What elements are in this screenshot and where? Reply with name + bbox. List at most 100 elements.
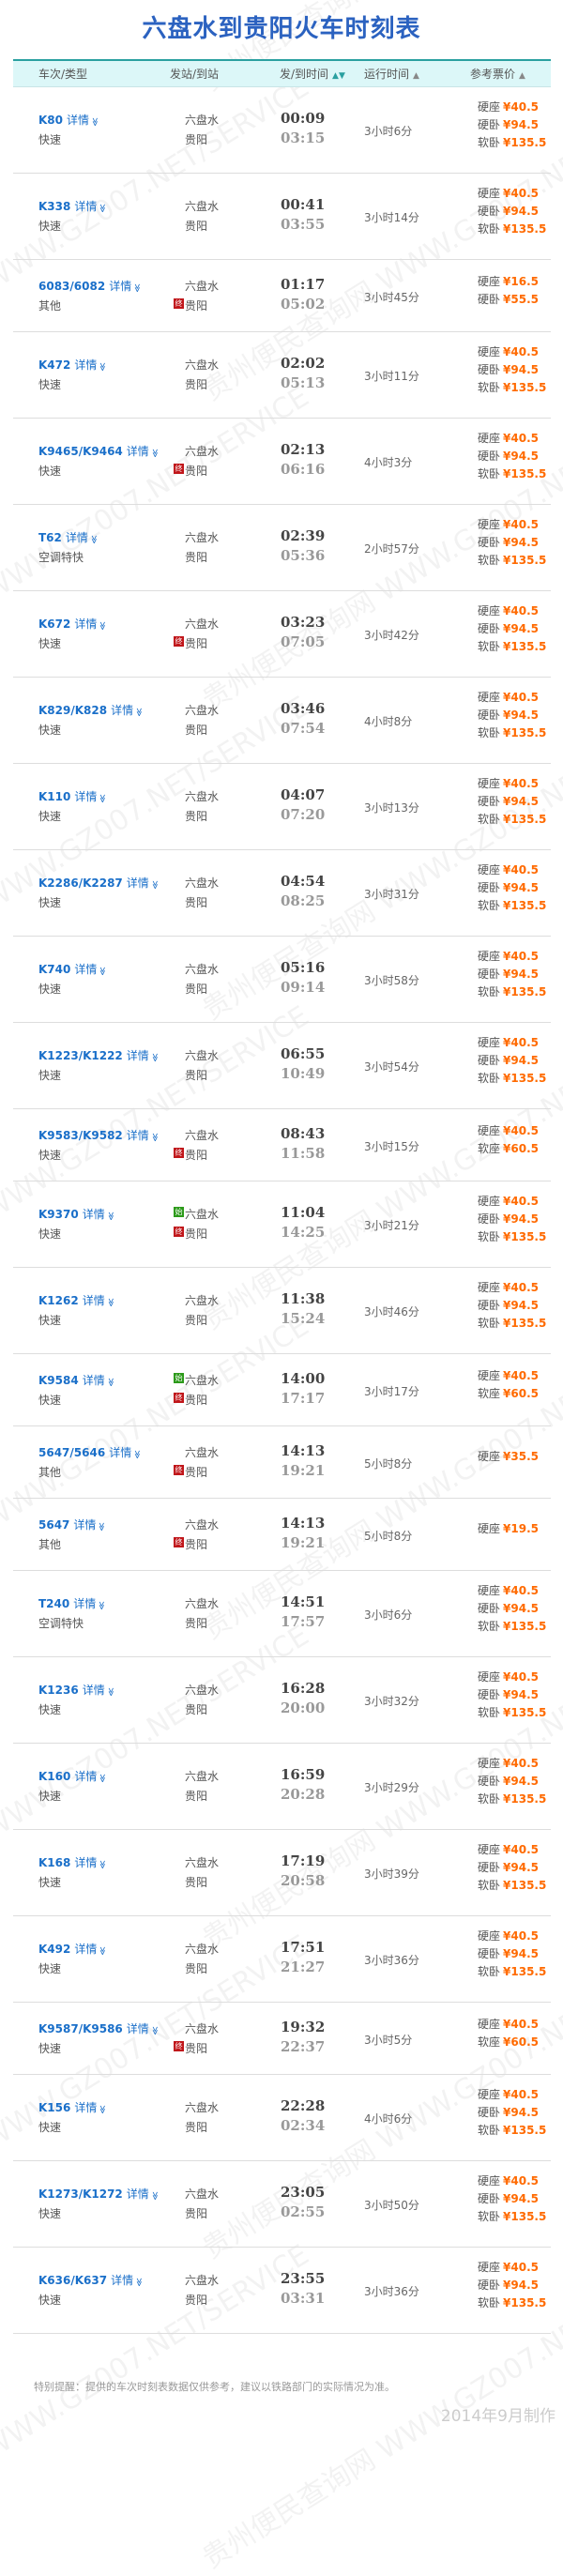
detail-link[interactable]: 详情 bbox=[82, 1684, 105, 1697]
detail-link[interactable]: 详情 bbox=[67, 114, 90, 127]
arrival-time: 20:28 bbox=[281, 1786, 326, 1803]
arrival-station-name: 贵阳 bbox=[185, 1393, 208, 1407]
train-number-link[interactable]: K672 详情≫ bbox=[38, 616, 107, 632]
train-number-link[interactable]: T240 详情≫ bbox=[38, 1595, 106, 1611]
price-value: ¥135.5 bbox=[503, 2295, 547, 2309]
detail-link[interactable]: 详情 bbox=[126, 445, 149, 458]
train-number-link[interactable]: K9584 详情≫ bbox=[38, 1372, 114, 1388]
train-number-link[interactable]: K338 详情≫ bbox=[38, 198, 107, 214]
train-number-link[interactable]: 5647 详情≫ bbox=[38, 1517, 106, 1532]
departure-station-name: 六盘水 bbox=[185, 531, 220, 544]
detail-link[interactable]: 详情 bbox=[126, 1128, 149, 1142]
detail-link[interactable]: 详情 bbox=[82, 1294, 105, 1307]
seat-class: 软卧 bbox=[478, 1964, 501, 1978]
train-number-link[interactable]: K1236 详情≫ bbox=[38, 1682, 114, 1698]
detail-link[interactable]: 详情 bbox=[74, 963, 98, 976]
seat-class: 硬座 bbox=[478, 274, 501, 288]
arrival-station: 终贵阳 bbox=[174, 1536, 207, 1552]
chevron-down-icon: ≫ bbox=[98, 967, 108, 976]
departure-time: 01:17 bbox=[281, 275, 326, 293]
departure-time: 05:16 bbox=[281, 959, 326, 976]
terminal-badge: 终 bbox=[174, 2040, 184, 2051]
price-value: ¥94.5 bbox=[503, 1946, 539, 1960]
chevron-down-icon: ≫ bbox=[98, 621, 108, 631]
arrival-station: 贵阳 bbox=[185, 1067, 207, 1083]
detail-link[interactable]: 详情 bbox=[74, 2101, 98, 2114]
train-number-link[interactable]: K9583/K9582 详情≫ bbox=[38, 1127, 160, 1143]
train-number-link[interactable]: K9587/K9586 详情≫ bbox=[38, 2020, 160, 2036]
col-price-sort[interactable]: 参考票价 ▲ bbox=[470, 66, 525, 82]
price-value: ¥94.5 bbox=[503, 1053, 539, 1067]
train-number-link[interactable]: K160 详情≫ bbox=[38, 1768, 107, 1784]
col-duration-sort[interactable]: 运行时间 ▲ bbox=[364, 66, 419, 82]
chevron-down-icon: ≫ bbox=[105, 1687, 115, 1697]
departure-station-name: 六盘水 bbox=[185, 1517, 220, 1532]
detail-link[interactable]: 详情 bbox=[82, 1373, 105, 1387]
departure-time: 14:51 bbox=[281, 1593, 326, 1610]
table-row: K9584 详情≫ 快速 始六盘水 终贵阳 14:00 17:17 3小时17分 … bbox=[13, 1354, 551, 1426]
sort-icon: ▲▼ bbox=[332, 71, 345, 81]
departure-station: 六盘水 bbox=[185, 1768, 219, 1784]
train-number-link[interactable]: K1262 详情≫ bbox=[38, 1292, 114, 1308]
train-number-link[interactable]: 6083/6082 详情≫ bbox=[38, 278, 142, 294]
train-number-link[interactable]: T62 详情≫ bbox=[38, 529, 99, 545]
train-number-link[interactable]: K9465/K9464 详情≫ bbox=[38, 443, 160, 459]
departure-station: 六盘水 bbox=[185, 443, 219, 459]
price-value: ¥40.5 bbox=[503, 517, 539, 531]
detail-link[interactable]: 详情 bbox=[126, 2021, 149, 2035]
train-number-link[interactable]: K472 详情≫ bbox=[38, 357, 107, 373]
price-list: 硬座 ¥40.5 硬卧 ¥94.5 软卧 ¥135.5 bbox=[478, 99, 546, 152]
detail-link[interactable]: 详情 bbox=[126, 1049, 149, 1062]
detail-link[interactable]: 详情 bbox=[74, 790, 98, 803]
detail-link[interactable]: 详情 bbox=[73, 1597, 97, 1610]
train-number-link[interactable]: K2286/K2287 详情≫ bbox=[38, 875, 160, 891]
arrival-time: 03:31 bbox=[281, 2290, 326, 2307]
price-list: 硬座 ¥40.5 软座 ¥60.5 bbox=[478, 2016, 539, 2051]
train-number-link[interactable]: K110 详情≫ bbox=[38, 788, 107, 804]
detail-link[interactable]: 详情 bbox=[126, 2187, 149, 2201]
duration: 3小时45分 bbox=[364, 290, 419, 304]
detail-link[interactable]: 详情 bbox=[126, 876, 149, 890]
detail-link[interactable]: 详情 bbox=[82, 1208, 105, 1221]
arrival-station: 终贵阳 bbox=[174, 1464, 207, 1480]
price-value: ¥94.5 bbox=[503, 117, 539, 131]
train-number-link[interactable]: K829/K828 详情≫ bbox=[38, 702, 144, 718]
train-number-link[interactable]: K80 详情≫ bbox=[38, 112, 99, 128]
train-type: 快速 bbox=[38, 2294, 62, 2307]
detail-link[interactable]: 详情 bbox=[74, 1770, 98, 1783]
train-number-link[interactable]: K9370 详情≫ bbox=[38, 1206, 114, 1222]
train-number-link[interactable]: K1223/K1222 详情≫ bbox=[38, 1047, 160, 1063]
col-time-sort[interactable]: 发/到时间 ▲▼ bbox=[280, 66, 345, 82]
detail-link[interactable]: 详情 bbox=[74, 1856, 98, 1869]
detail-link[interactable]: 详情 bbox=[111, 704, 134, 717]
price-item: 软卧 ¥135.5 bbox=[478, 2122, 546, 2140]
detail-link[interactable]: 详情 bbox=[109, 279, 132, 293]
arrival-station-name: 贵阳 bbox=[185, 1227, 208, 1241]
departure-station-name: 六盘水 bbox=[185, 1128, 220, 1142]
train-number-link[interactable]: K636/K637 详情≫ bbox=[38, 2272, 144, 2288]
train-number-link[interactable]: K168 详情≫ bbox=[38, 1854, 107, 1870]
train-type: 快速 bbox=[38, 724, 62, 737]
seat-class: 硬卧 bbox=[478, 117, 501, 131]
arrival-time: 19:21 bbox=[281, 1533, 326, 1551]
detail-link[interactable]: 详情 bbox=[73, 1517, 97, 1532]
detail-link[interactable]: 详情 bbox=[74, 617, 98, 631]
price-value: ¥94.5 bbox=[503, 2278, 539, 2292]
price-list: 硬座 ¥40.5 硬卧 ¥94.5 软卧 ¥135.5 bbox=[478, 861, 546, 915]
detail-link[interactable]: 详情 bbox=[74, 358, 98, 372]
train-number-link[interactable]: 5647/5646 详情≫ bbox=[38, 1444, 142, 1460]
detail-link[interactable]: 详情 bbox=[74, 1943, 98, 1956]
price-item: 软卧 ¥135.5 bbox=[478, 2294, 546, 2312]
detail-link[interactable]: 详情 bbox=[65, 531, 88, 544]
detail-link[interactable]: 详情 bbox=[74, 200, 98, 213]
detail-link[interactable]: 详情 bbox=[111, 2274, 134, 2287]
price-item: 软卧 ¥135.5 bbox=[478, 811, 546, 829]
price-item: 软卧 ¥135.5 bbox=[478, 1704, 546, 1722]
train-number-link[interactable]: K1273/K1272 详情≫ bbox=[38, 2186, 160, 2202]
detail-link[interactable]: 详情 bbox=[109, 1445, 132, 1459]
duration: 3小时21分 bbox=[364, 1219, 419, 1232]
train-number-link[interactable]: K740 详情≫ bbox=[38, 961, 107, 977]
train-number-link[interactable]: K156 详情≫ bbox=[38, 2099, 107, 2115]
train-number-link[interactable]: K492 详情≫ bbox=[38, 1941, 107, 1957]
price-item: 硬座 ¥40.5 bbox=[478, 2086, 546, 2104]
